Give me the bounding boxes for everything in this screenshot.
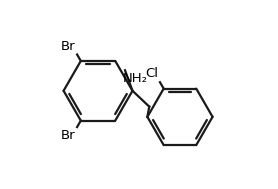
Text: Br: Br [61,129,75,142]
Text: Cl: Cl [145,67,158,80]
Text: NH₂: NH₂ [123,72,148,85]
Text: Br: Br [61,40,75,53]
